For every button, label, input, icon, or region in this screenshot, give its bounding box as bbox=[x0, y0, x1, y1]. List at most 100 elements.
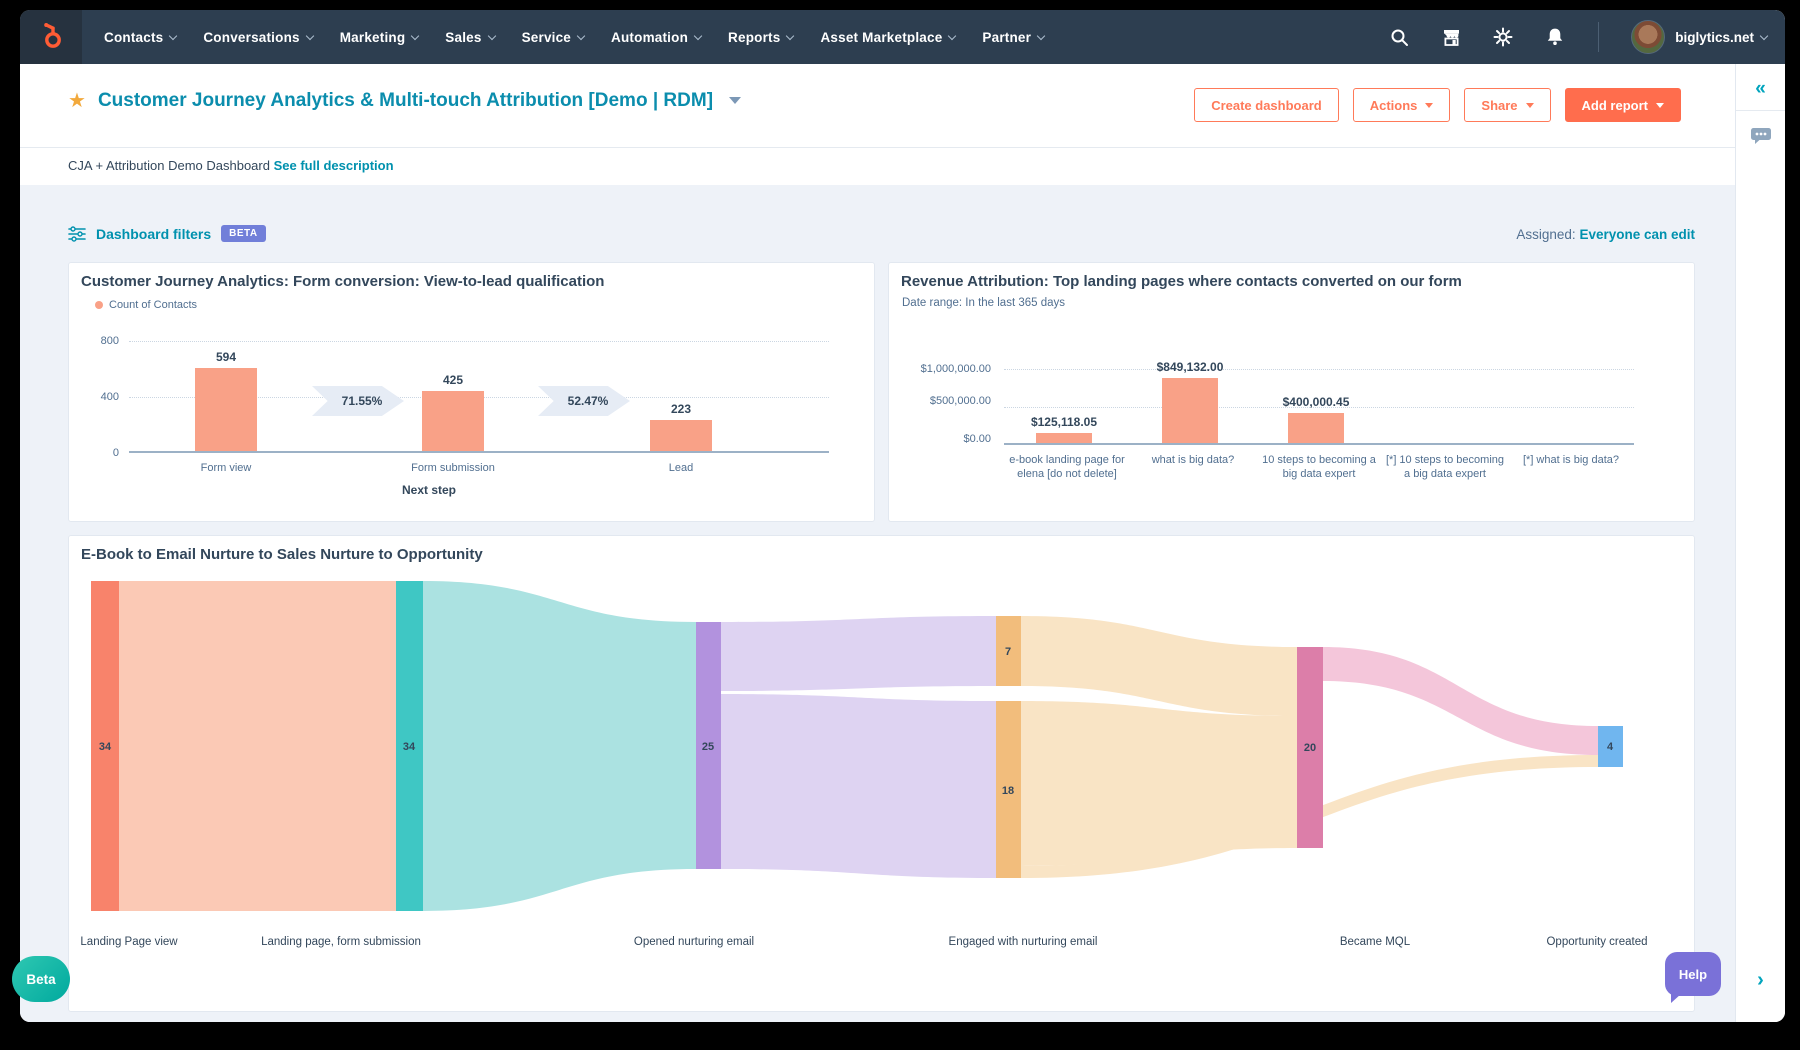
sankey-link-engaged7-to-mql[interactable] bbox=[1021, 616, 1297, 716]
nav-item-sales[interactable]: Sales bbox=[445, 30, 496, 45]
sankey-node-value: 34 bbox=[99, 741, 112, 753]
share-button[interactable]: Share bbox=[1464, 88, 1551, 122]
sankey-node-opened-email[interactable] bbox=[696, 622, 721, 869]
settings-gear-icon[interactable] bbox=[1492, 26, 1514, 48]
sankey-stage-label: Landing page, form submission bbox=[261, 936, 421, 948]
dropdown-caret-icon bbox=[1425, 102, 1434, 108]
dashboard-header: ★ Customer Journey Analytics & Multi-tou… bbox=[20, 64, 1735, 185]
bar-form-view[interactable]: 594 bbox=[195, 350, 257, 451]
chevron-down-icon bbox=[948, 31, 957, 40]
bar-value-label: $125,118.05 bbox=[1030, 415, 1098, 429]
help-button[interactable]: Help bbox=[1665, 952, 1721, 1003]
sankey-link-opened-to-engaged-18[interactable] bbox=[721, 694, 996, 878]
nav-item-service[interactable]: Service bbox=[522, 30, 586, 45]
assigned-value-link[interactable]: Everyone can edit bbox=[1579, 227, 1695, 242]
sankey-stage-label: Engaged with nurturing email bbox=[948, 936, 1098, 948]
sankey-node-engaged-18[interactable] bbox=[996, 701, 1021, 878]
nav-item-label: Partner bbox=[982, 29, 1032, 45]
sankey-link-mql-to-opportunity[interactable] bbox=[1323, 647, 1598, 755]
chevron-down-icon bbox=[411, 31, 420, 40]
nav-item-partner[interactable]: Partner bbox=[982, 29, 1046, 45]
filters-icon bbox=[68, 225, 86, 242]
x-axis-tick: e-book landing page for elena [do not de… bbox=[1009, 454, 1125, 481]
chevron-down-icon bbox=[487, 31, 496, 40]
x-axis-label: Next step bbox=[401, 483, 457, 497]
dashboard-switcher-caret-icon[interactable] bbox=[729, 97, 742, 104]
bar-what-is-big-data[interactable]: $849,132.00 bbox=[1157, 360, 1223, 443]
page-title: Customer Journey Analytics & Multi-touch… bbox=[97, 89, 714, 111]
gridline bbox=[1004, 369, 1634, 370]
add-report-button[interactable]: Add report bbox=[1564, 88, 1681, 122]
marketplace-icon[interactable] bbox=[1440, 26, 1462, 48]
notifications-bell-icon[interactable] bbox=[1544, 26, 1566, 48]
dashboard-filters-toggle[interactable]: Dashboard filters bbox=[96, 225, 212, 242]
nav-item-conversations[interactable]: Conversations bbox=[203, 30, 314, 45]
sankey-node-engaged-7[interactable] bbox=[996, 616, 1021, 686]
sankey-node-value: 18 bbox=[1002, 785, 1014, 797]
sankey-node-became-mql[interactable] bbox=[1297, 647, 1323, 848]
bar-form-submission[interactable]: 425 bbox=[422, 373, 484, 451]
sankey-node-opportunity[interactable] bbox=[1598, 726, 1623, 767]
dropdown-caret-icon bbox=[1656, 102, 1664, 108]
sankey-node-form-submission[interactable] bbox=[396, 581, 423, 911]
nav-item-label: Asset Marketplace bbox=[820, 29, 943, 45]
user-avatar bbox=[1631, 20, 1666, 54]
hubspot-logo[interactable] bbox=[20, 10, 82, 64]
sankey-link-view-to-submission[interactable] bbox=[119, 581, 396, 911]
create-dashboard-button[interactable]: Create dashboard bbox=[1194, 88, 1339, 122]
sankey-diagram: 34 34 25 7 18 20 4 bbox=[91, 581, 1623, 911]
report-title: Customer Journey Analytics: Form convers… bbox=[81, 273, 605, 290]
chevron-down-icon bbox=[1036, 31, 1046, 40]
favorite-star-icon[interactable]: ★ bbox=[68, 90, 86, 112]
sankey-node-value: 34 bbox=[403, 741, 416, 753]
sankey-stage-label: Landing Page view bbox=[80, 936, 178, 948]
nav-item-automation[interactable]: Automation bbox=[611, 30, 703, 45]
chevron-down-icon bbox=[786, 31, 795, 40]
collapse-panel-icon[interactable]: « bbox=[1755, 78, 1766, 99]
see-full-description-link[interactable]: See full description bbox=[273, 158, 394, 173]
nav-divider bbox=[1598, 22, 1600, 52]
sankey-link-engaged18-to-mql[interactable] bbox=[1021, 701, 1297, 866]
next-chevron-icon[interactable]: › bbox=[1757, 969, 1764, 991]
nav-item-label: Contacts bbox=[104, 29, 164, 45]
form-conversion-report-card: Customer Journey Analytics: Form convers… bbox=[68, 262, 875, 522]
y-axis-tick: $0.00 bbox=[963, 433, 991, 445]
y-axis-tick: $1,000,000.00 bbox=[920, 363, 991, 375]
sankey-node-value: 4 bbox=[1607, 741, 1614, 753]
nav-item-reports[interactable]: Reports bbox=[728, 30, 795, 45]
conversion-rate-badge: 52.47% bbox=[538, 386, 630, 416]
chevron-down-icon bbox=[169, 31, 178, 40]
nav-item-label: Marketing bbox=[339, 29, 406, 45]
dashboard-description: CJA + Attribution Demo Dashboard bbox=[68, 158, 270, 173]
nav-utilities: biglytics.net bbox=[1388, 10, 1769, 64]
sankey-node-value: 25 bbox=[702, 741, 714, 753]
bar-value-label: 594 bbox=[215, 350, 237, 364]
nav-item-marketing[interactable]: Marketing bbox=[339, 29, 420, 45]
sankey-stage-label: Opportunity created bbox=[1546, 936, 1648, 948]
nav-item-asset-marketplace[interactable]: Asset Marketplace bbox=[820, 29, 957, 45]
dropdown-caret-icon bbox=[1525, 102, 1534, 108]
bar-lead[interactable]: 223 bbox=[650, 402, 712, 451]
chevron-down-icon bbox=[1759, 31, 1769, 40]
legend-label: Count of Contacts bbox=[109, 299, 198, 311]
actions-button[interactable]: Actions bbox=[1352, 88, 1451, 122]
report-title: Revenue Attribution: Top landing pages w… bbox=[901, 273, 1462, 290]
comments-icon[interactable] bbox=[1750, 126, 1772, 151]
chevron-down-icon bbox=[693, 31, 703, 40]
sankey-node-landing-page-view[interactable] bbox=[91, 581, 119, 911]
nav-item-contacts[interactable]: Contacts bbox=[104, 29, 178, 45]
bar-10-steps[interactable]: $400,000.45 bbox=[1283, 395, 1349, 443]
sankey-node-value: 20 bbox=[1304, 742, 1316, 754]
revenue-attribution-report-card: Revenue Attribution: Top landing pages w… bbox=[888, 262, 1695, 522]
search-icon[interactable] bbox=[1388, 26, 1410, 48]
funnel-chart-plot: 594 425 223 71.55% 52.47% bbox=[129, 341, 829, 453]
top-navbar: Contacts Conversations Marketing Sales S… bbox=[20, 10, 1785, 64]
sankey-link-opened-to-engaged-7[interactable] bbox=[721, 616, 996, 691]
dashboard-body: Dashboard filters BETA Assigned: Everyon… bbox=[20, 185, 1735, 1022]
sankey-link-submission-to-opened[interactable] bbox=[423, 581, 696, 911]
collaboration-sidebar: « › bbox=[1735, 64, 1785, 1022]
beta-pill-button[interactable]: Beta bbox=[12, 956, 70, 1002]
account-menu[interactable]: biglytics.net bbox=[1631, 20, 1769, 54]
gridline bbox=[129, 341, 829, 342]
bar-ebook-landing-page[interactable]: $125,118.05 bbox=[1031, 415, 1097, 443]
